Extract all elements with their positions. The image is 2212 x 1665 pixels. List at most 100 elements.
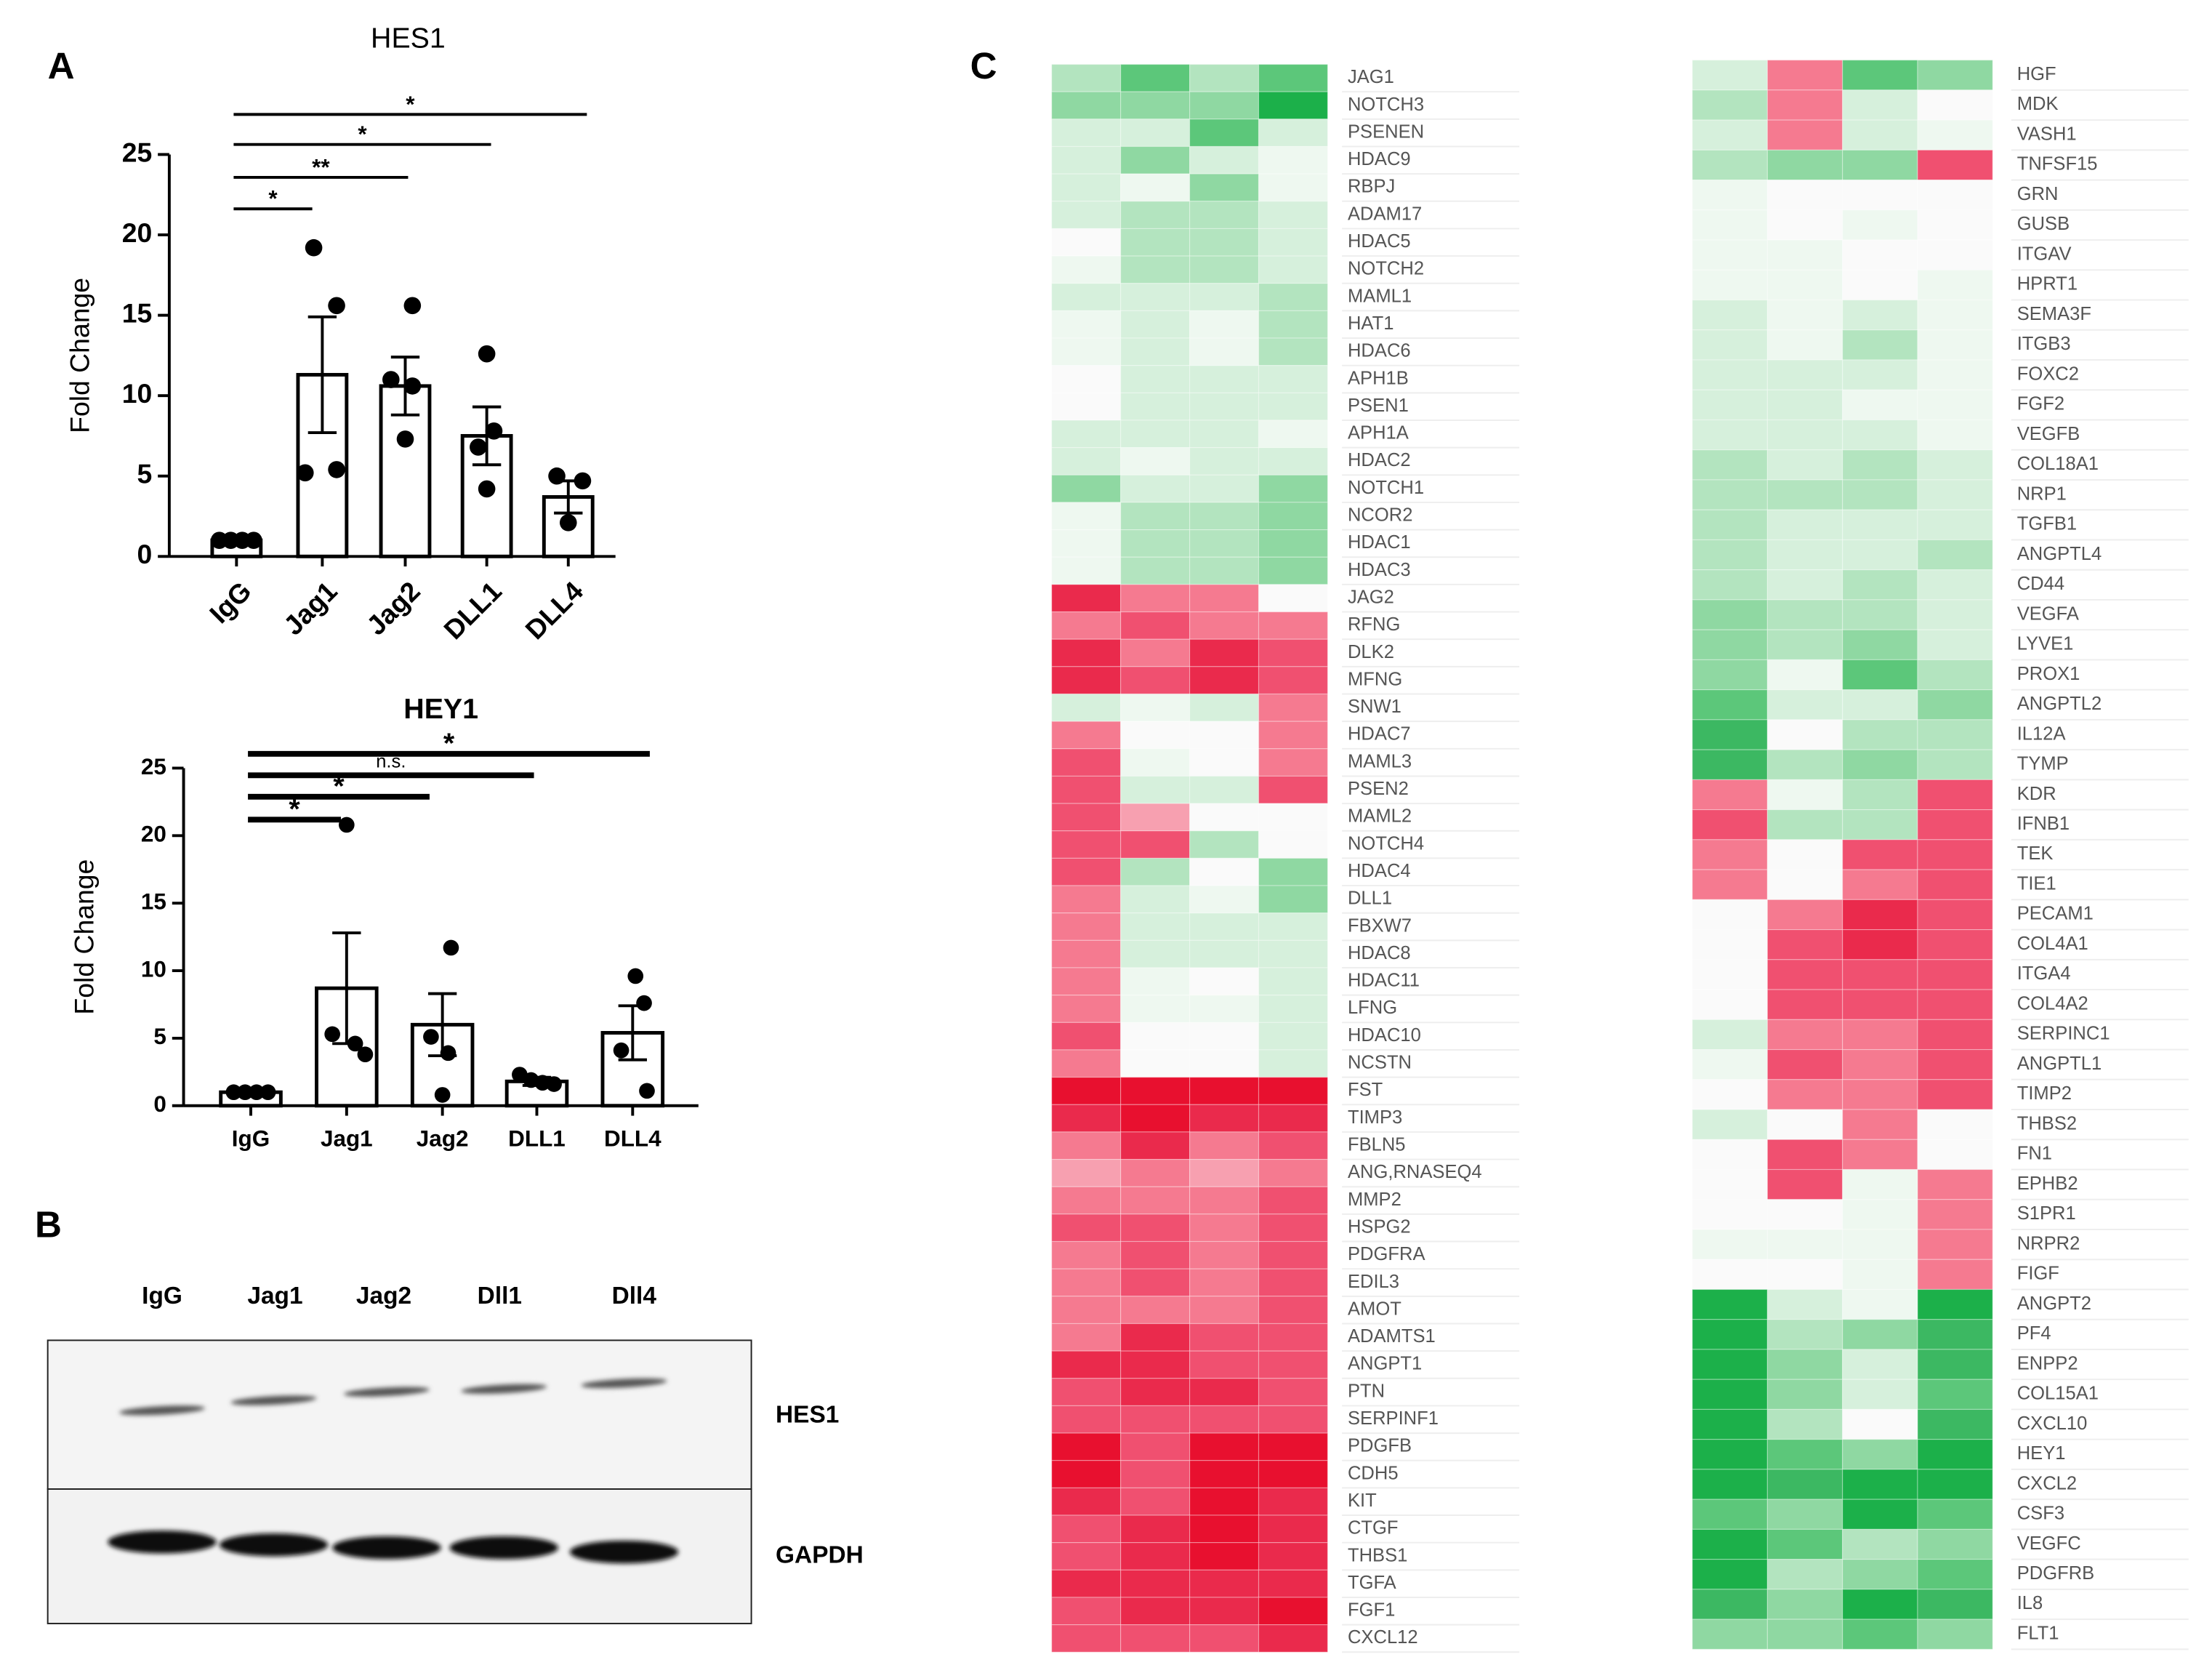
heatmap-cell bbox=[1120, 995, 1191, 1023]
heatmap-cell bbox=[1258, 1077, 1329, 1105]
heatmap-cell bbox=[1842, 329, 1918, 361]
row-label: ENPP2 bbox=[2017, 1353, 2078, 1373]
row-label: TIMP3 bbox=[1348, 1107, 1402, 1128]
heatmap-cell bbox=[1051, 803, 1122, 832]
heatmap-cell bbox=[1189, 857, 1260, 886]
heatmap-cell bbox=[1258, 173, 1329, 202]
row-label: HSPG2 bbox=[1348, 1216, 1411, 1237]
heatmap-cell bbox=[1189, 1296, 1260, 1325]
heatmap-cell bbox=[1692, 89, 1768, 121]
row-label: HEY1 bbox=[2017, 1443, 2066, 1464]
y-tick-label: 25 bbox=[141, 754, 166, 779]
heatmap-cell bbox=[1842, 509, 1918, 541]
heatmap-cell bbox=[1051, 173, 1122, 202]
heatmap-cell bbox=[1692, 1168, 1768, 1200]
row-label: DLK2 bbox=[1348, 642, 1394, 662]
heatmap-cell bbox=[1692, 239, 1768, 270]
heatmap-cell bbox=[1842, 809, 1918, 840]
heatmap-cell bbox=[1766, 1109, 1843, 1140]
row-label: HDAC10 bbox=[1348, 1025, 1421, 1046]
row-label: RFNG bbox=[1348, 614, 1400, 635]
row-label: VEGFC bbox=[2017, 1533, 2081, 1554]
heatmap-cell bbox=[1692, 869, 1768, 900]
heatmap-cell bbox=[1766, 419, 1843, 451]
heatmap-cell bbox=[1692, 179, 1768, 211]
heatmap-cell bbox=[1051, 201, 1122, 230]
blot-band bbox=[449, 1536, 559, 1560]
heatmap-cell bbox=[1917, 809, 1993, 840]
heatmap-cell bbox=[1842, 1199, 1918, 1230]
heatmap-cell bbox=[1842, 269, 1918, 301]
row-label: HDAC3 bbox=[1348, 560, 1411, 580]
data-point bbox=[347, 1035, 363, 1052]
data-point bbox=[627, 968, 644, 984]
heatmap-cell bbox=[1051, 638, 1122, 667]
heatmap-cell bbox=[1051, 529, 1122, 558]
heatmap-cell bbox=[1692, 359, 1768, 390]
row-label: ITGAV bbox=[2017, 244, 2072, 264]
x-tick-label: DLL4 bbox=[604, 1126, 661, 1151]
heatmap-cell bbox=[1120, 173, 1191, 202]
row-label: THBS2 bbox=[2017, 1113, 2077, 1134]
row-label: FIGF bbox=[2017, 1264, 2059, 1284]
heatmap-cell bbox=[1258, 912, 1329, 941]
heatmap-cell bbox=[1917, 779, 1993, 811]
heatmap-cell bbox=[1917, 719, 1993, 750]
row-label: JAG1 bbox=[1348, 67, 1394, 87]
row-label: PTN bbox=[1348, 1381, 1385, 1401]
data-point bbox=[339, 817, 355, 833]
heatmap-cell bbox=[1120, 119, 1191, 148]
heatmap-cell bbox=[1051, 1350, 1122, 1379]
data-point bbox=[485, 422, 503, 440]
heatmap-cell bbox=[1051, 1378, 1122, 1407]
heatmap-cell bbox=[1051, 1597, 1122, 1626]
row-label: FGF1 bbox=[1348, 1600, 1395, 1621]
row-label: APH1A bbox=[1348, 423, 1409, 444]
heatmap-cell bbox=[1842, 1349, 1918, 1380]
heatmap-cell bbox=[1842, 60, 1918, 91]
heatmap-cell bbox=[1189, 1104, 1260, 1133]
heatmap-cell bbox=[1051, 1158, 1122, 1187]
heatmap-cell bbox=[1842, 1168, 1918, 1200]
heatmap-cell bbox=[1917, 569, 1993, 601]
heatmap-cell bbox=[1051, 392, 1122, 421]
heatmap-cell bbox=[1120, 1158, 1191, 1187]
heatmap-cell bbox=[1766, 1168, 1843, 1200]
heatmap-cell bbox=[1051, 885, 1122, 914]
heatmap-cell bbox=[1842, 749, 1918, 780]
y-tick-label: 20 bbox=[122, 217, 153, 248]
heatmap-cell bbox=[1258, 1432, 1329, 1461]
heatmap-cell bbox=[1120, 775, 1191, 804]
heatmap-cell bbox=[1120, 1432, 1191, 1461]
data-point bbox=[382, 371, 400, 388]
heatmap-cell bbox=[1189, 556, 1260, 585]
row-label: HDAC2 bbox=[1348, 450, 1411, 470]
row-label: PECAM1 bbox=[2017, 904, 2094, 924]
heatmap-cell bbox=[1189, 748, 1260, 777]
data-point bbox=[328, 461, 345, 478]
heatmap-cell bbox=[1051, 502, 1122, 531]
heatmap-cell bbox=[1189, 173, 1260, 202]
heatmap-cell bbox=[1258, 365, 1329, 393]
row-label: NRPR2 bbox=[2017, 1233, 2080, 1253]
heatmap-cell bbox=[1120, 1405, 1191, 1434]
protein-label: HES1 bbox=[776, 1402, 839, 1429]
data-point bbox=[478, 345, 496, 363]
heatmap-cell bbox=[1842, 869, 1918, 900]
heatmap-cell bbox=[1842, 1079, 1918, 1110]
data-point bbox=[639, 1083, 655, 1099]
heatmap-cell bbox=[1692, 569, 1768, 601]
heatmap-cell bbox=[1766, 329, 1843, 361]
heatmap-cell bbox=[1120, 283, 1191, 311]
heatmap-cell bbox=[1120, 365, 1191, 393]
row-label: FBLN5 bbox=[1348, 1134, 1406, 1155]
heatmap-cell bbox=[1051, 1432, 1122, 1461]
chart-title: HES1 bbox=[371, 22, 446, 54]
heatmap-cell bbox=[1258, 666, 1329, 695]
heatmap-cell bbox=[1120, 666, 1191, 695]
heatmap-cell bbox=[1120, 63, 1191, 92]
heatmap-cell bbox=[1766, 689, 1843, 721]
y-tick-label: 5 bbox=[153, 1024, 166, 1049]
heatmap-cell bbox=[1917, 959, 1993, 990]
heatmap-cell bbox=[1120, 529, 1191, 558]
